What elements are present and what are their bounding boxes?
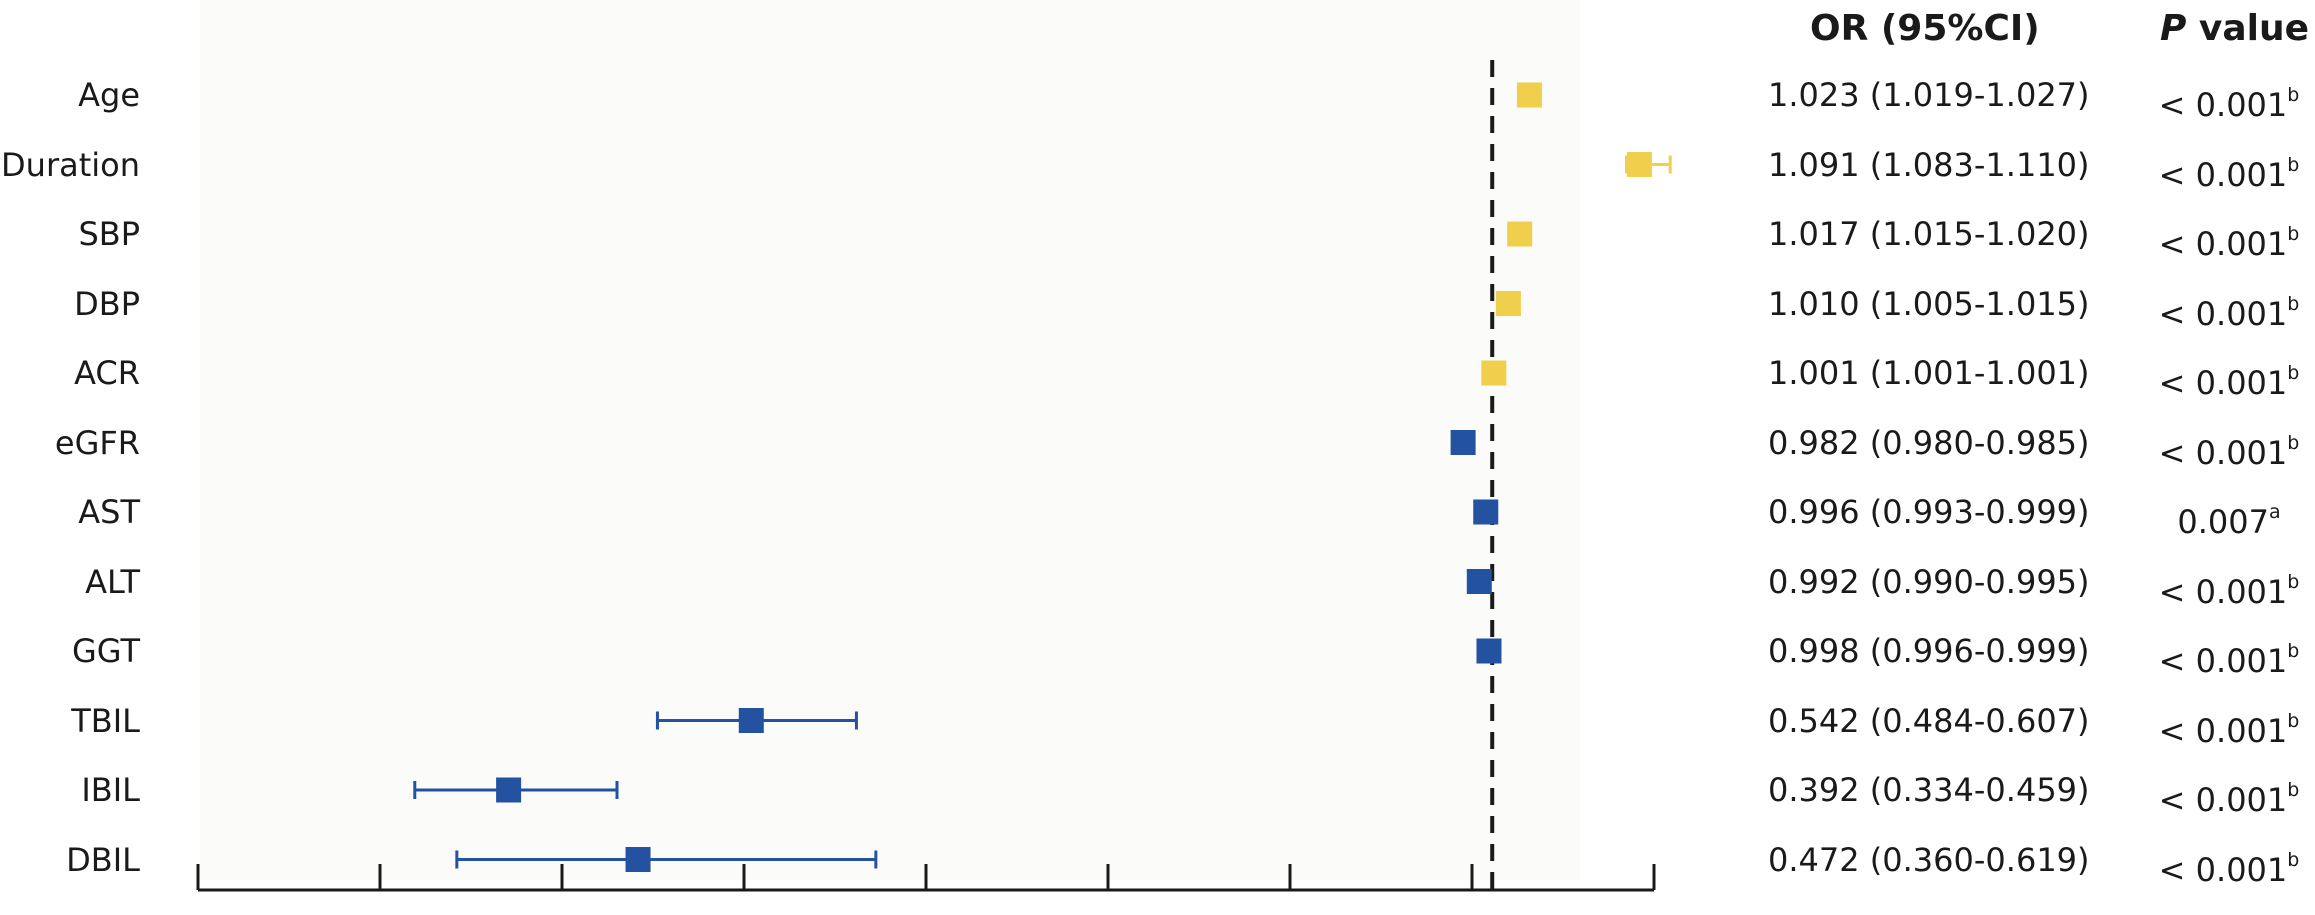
or-point-marker [1507,221,1533,247]
p-value-superscript: b [2287,153,2300,176]
p-value-superscript: b [2287,223,2300,245]
p-value: < 0.001 [2158,572,2288,611]
p-value-cell: < 0.001b [2150,840,2308,890]
or-point-marker [1473,499,1499,525]
or-ci-value: 1.023 (1.019-1.027) [1768,76,2090,114]
p-value-cell: < 0.001b [2150,631,2308,681]
variable-label: IBIL [81,771,140,809]
or-ci-value: 1.010 (1.005-1.015) [1768,284,2090,323]
variable-label: GGT [72,632,140,670]
p-value: < 0.001 [2158,294,2288,333]
p-value: < 0.001 [2158,850,2288,889]
or-point-marker [1450,430,1476,455]
p-value-superscript: b [2287,84,2300,106]
variable-label: TBIL [71,701,140,740]
p-value: < 0.001 [2158,225,2288,263]
forest-row-dbp [1495,291,1521,316]
variable-label: Age [78,76,140,114]
or-point-marker [1495,291,1521,316]
forest-row-ast [1473,499,1499,525]
p-value: < 0.001 [2158,642,2288,680]
or-ci-value: 0.542 (0.484-0.607) [1768,701,2090,740]
variable-label: DBP [74,284,140,323]
p-value: < 0.001 [2158,433,2288,472]
forest-row-tbil [655,708,858,733]
forest-row-acr [1481,360,1507,386]
p-value: 0.007 [2177,503,2269,541]
forest-row-duration [1624,152,1672,177]
or-ci-value: 0.472 (0.360-0.619) [1768,840,2090,879]
plot-area-background [200,0,1580,880]
forest-row-ibil [413,777,619,803]
p-value-cell: < 0.001b [2150,284,2308,334]
p-value-cell: < 0.001b [2150,770,2308,820]
p-value: < 0.001 [2158,155,2288,194]
forest-row-sbp [1507,221,1533,247]
p-value-cell: < 0.001b [2150,75,2308,125]
forest-row-ggt [1476,638,1502,664]
p-value-cell: < 0.001b [2150,214,2308,264]
or-ci-value: 0.982 (0.980-0.985) [1768,423,2090,462]
forest-row-alt [1466,569,1492,594]
or-point-marker [1466,569,1492,594]
variable-label: SBP [78,215,140,253]
variable-label: ACR [74,354,140,392]
forest-row-age [1516,82,1542,108]
forest-row-egfr [1450,430,1476,455]
or-point-marker [1481,360,1507,386]
or-point-marker [1516,82,1542,108]
p-value-superscript: b [2287,779,2300,801]
or-point-marker [496,777,522,803]
p-value-cell: < 0.001b [2150,423,2308,473]
or-point-marker [1626,152,1652,177]
or-ci-value: 0.998 (0.996-0.999) [1768,632,2090,670]
p-value: < 0.001 [2158,364,2288,402]
p-value-superscript: b [2287,292,2300,315]
or-ci-value: 1.091 (1.083-1.110) [1768,145,2090,184]
p-value-superscript: b [2287,362,2300,384]
p-value-cell: < 0.001b [2150,145,2308,195]
p-value-column-header: P value [2160,8,2309,49]
variable-label: eGFR [54,423,140,462]
p-value-superscript: b [2287,848,2300,871]
p-value-cell: < 0.001b [2150,562,2308,612]
p-value-cell: 0.007a [2150,492,2308,542]
p-value-header-rest: value [2186,8,2310,49]
p-value-cell: < 0.001b [2150,353,2308,403]
p-value: < 0.001 [2158,781,2288,819]
p-value-superscript: b [2287,570,2300,593]
p-value-superscript: b [2287,431,2300,454]
variable-label: AST [78,493,140,531]
or-point-marker [625,847,651,872]
variable-label: Duration [1,145,140,184]
or-ci-value: 0.992 (0.990-0.995) [1768,562,2090,601]
variable-label: ALT [85,562,140,601]
forest-row-dbil [455,847,878,872]
or-ci-value: 1.001 (1.001-1.001) [1768,354,2090,392]
or-ci-value: 0.392 (0.334-0.459) [1768,771,2090,809]
p-value-cell: < 0.001b [2150,701,2308,751]
or-point-marker [1476,638,1502,664]
p-value-superscript: a [2268,501,2281,523]
p-value-superscript: b [2287,709,2300,732]
p-value: < 0.001 [2158,86,2288,124]
or-point-marker [738,708,764,733]
p-value-header-italic-p: P [2160,8,2187,49]
or-ci-value: 0.996 (0.993-0.999) [1768,493,2090,531]
or-column-header: OR (95%CI) [1810,8,2040,49]
or-ci-value: 1.017 (1.015-1.020) [1768,215,2090,253]
variable-label: DBIL [66,840,140,879]
p-value-superscript: b [2287,640,2300,662]
p-value: < 0.001 [2158,711,2288,750]
